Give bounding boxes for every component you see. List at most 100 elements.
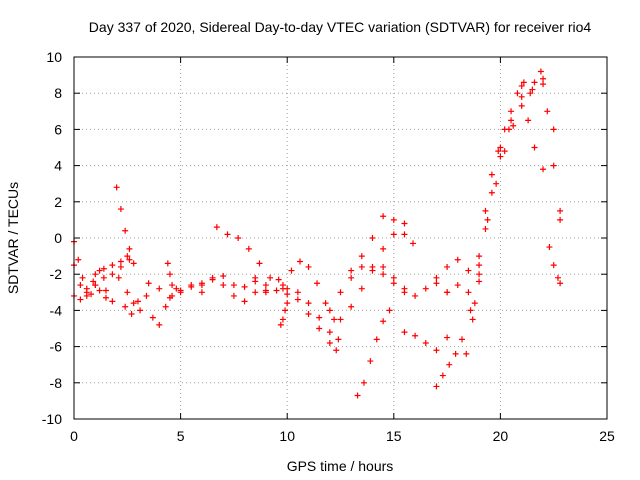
data-point: [90, 278, 97, 285]
data-point: [380, 271, 387, 278]
data-point: [476, 278, 483, 285]
data-point: [109, 298, 116, 305]
data-point: [518, 93, 525, 100]
data-point: [409, 240, 416, 247]
data-point: [241, 298, 248, 305]
data-point: [294, 296, 301, 303]
series-arc-04: [92, 253, 131, 278]
data-point: [360, 379, 367, 386]
data-point: [514, 90, 521, 97]
data-point: [454, 282, 461, 289]
x-tick-label: 25: [599, 428, 615, 444]
data-point: [134, 298, 141, 305]
data-point: [326, 339, 333, 346]
data-point: [109, 271, 116, 278]
data-point: [113, 184, 120, 191]
data-point: [493, 180, 500, 187]
data-point: [554, 274, 561, 281]
y-tick-label: 6: [54, 121, 62, 137]
x-tick-label: 20: [493, 428, 509, 444]
data-point: [463, 350, 470, 357]
y-tick-label: -8: [50, 375, 63, 391]
data-point: [369, 263, 376, 270]
series-arc-32: [531, 68, 564, 214]
data-point: [518, 82, 525, 89]
data-point: [331, 316, 338, 323]
series-arc-14: [275, 276, 291, 298]
data-point: [284, 291, 291, 298]
data-point: [358, 253, 365, 260]
data-point: [316, 314, 323, 321]
data-point: [173, 285, 180, 292]
data-point: [335, 336, 342, 343]
data-point: [262, 287, 269, 294]
data-point: [294, 289, 301, 296]
data-point: [354, 392, 361, 399]
data-point: [367, 358, 374, 365]
data-point: [128, 311, 135, 318]
data-point: [531, 144, 538, 151]
series-arc-24: [433, 256, 483, 285]
data-point: [333, 347, 340, 354]
data-point: [476, 262, 483, 269]
series-arc-15: [288, 258, 338, 323]
series-arc-28: [467, 81, 547, 314]
data-point: [126, 245, 133, 252]
data-point: [92, 282, 99, 289]
y-tick-label: -10: [42, 411, 62, 427]
data-point: [241, 283, 248, 290]
data-point: [508, 108, 515, 115]
data-point: [149, 314, 156, 321]
series-arc-30: [497, 75, 564, 223]
data-point: [452, 350, 459, 357]
series-arc-03: [71, 256, 133, 303]
data-point: [476, 271, 483, 278]
data-point: [401, 329, 408, 336]
x-tick-label: 0: [70, 428, 78, 444]
grid: [74, 57, 607, 419]
series-arc-06: [124, 285, 180, 328]
x-tick-label: 10: [279, 428, 295, 444]
data-point: [209, 274, 216, 281]
data-point: [497, 153, 504, 160]
series-arc-31: [518, 82, 547, 173]
data-point: [390, 216, 397, 223]
series-arc-11: [213, 224, 274, 281]
data-point: [520, 79, 527, 86]
data-point: [100, 265, 107, 272]
data-point: [96, 267, 103, 274]
data-point: [497, 144, 504, 151]
data-point: [369, 235, 376, 241]
series-arc-20: [348, 213, 416, 274]
data-point: [433, 280, 440, 287]
data-point: [126, 256, 133, 263]
data-point: [540, 81, 547, 88]
data-point: [337, 316, 344, 323]
data-point: [446, 361, 453, 368]
data-point: [245, 245, 252, 252]
data-point: [412, 332, 419, 339]
data-point: [390, 274, 397, 281]
data-point: [469, 316, 476, 323]
data-point: [109, 262, 116, 269]
data-point: [284, 285, 291, 292]
data-point: [412, 292, 419, 299]
data-point: [88, 291, 95, 298]
axis-ticks: 0 5 10 15 20 25 -10 -8 -6 -4 -2 0 2 4 6 8 10: [42, 49, 615, 444]
data-point: [459, 336, 466, 343]
data-point: [305, 311, 312, 318]
data-point: [467, 307, 474, 314]
data-point: [83, 289, 90, 296]
data-point: [373, 336, 380, 343]
data-point: [439, 372, 446, 379]
data-point: [188, 283, 195, 290]
data-point: [482, 207, 489, 214]
series-arc-26: [444, 282, 478, 307]
y-tick-label: -2: [50, 266, 63, 282]
data-point: [198, 289, 205, 296]
data-point: [252, 274, 259, 281]
x-tick-label: 15: [386, 428, 402, 444]
series-arc-33: [546, 244, 564, 287]
data-point: [433, 274, 440, 281]
data-point: [326, 307, 333, 314]
